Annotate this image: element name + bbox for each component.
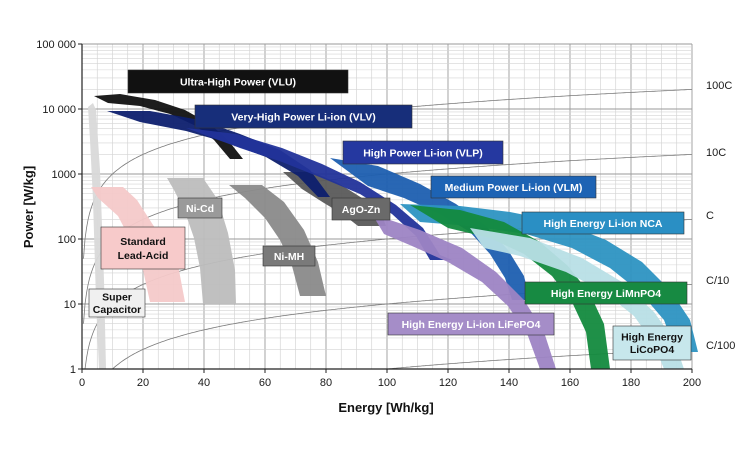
chemistry-label-text: High Energy Li-ion NCA xyxy=(544,218,663,230)
chemistry-label-text: High Energy Li-ion LiFePO4 xyxy=(402,319,541,331)
chemistry-label-text: Capacitor xyxy=(93,304,141,316)
x-tick-label: 0 xyxy=(79,377,85,389)
x-tick-label: 180 xyxy=(622,377,640,389)
y-tick-label: 10 000 xyxy=(42,104,76,116)
y-tick-label: 1000 xyxy=(52,169,76,181)
x-tick-label: 120 xyxy=(439,377,457,389)
chemistry-label-text: Medium Power Li-ion (VLM) xyxy=(445,182,583,194)
x-tick-label: 80 xyxy=(320,377,332,389)
c-rate-label: C/100 xyxy=(706,340,735,352)
chemistry-label: Ni-Cd xyxy=(178,198,222,218)
x-tick-label: 200 xyxy=(683,377,701,389)
chemistry-label-text: Ni-Cd xyxy=(186,203,214,215)
chemistry-label: Ni-MH xyxy=(263,246,315,266)
x-axis-title: Energy [Wh/kg] xyxy=(338,400,433,415)
chemistry-label-text: High Energy xyxy=(621,331,683,343)
chemistry-label-text: High Energy LiMnPO4 xyxy=(551,288,661,300)
x-tick-label: 100 xyxy=(378,377,396,389)
chemistry-label: AgO-Zn xyxy=(332,198,390,220)
c-rate-label: C xyxy=(706,210,714,222)
chemistry-label-text: LiCoPO4 xyxy=(630,344,674,356)
chemistry-label-text: Very-High Power Li-ion (VLV) xyxy=(231,111,375,123)
chemistry-label: Ultra-High Power (VLU) xyxy=(128,70,348,93)
chemistry-label: High Energy Li-ion NCA xyxy=(522,212,684,234)
y-tick-label: 100 000 xyxy=(36,39,76,51)
chemistry-label-text: High Power Li-ion (VLP) xyxy=(363,147,483,159)
chemistry-label: High Energy LiMnPO4 xyxy=(525,282,687,304)
chemistry-label-text: Lead-Acid xyxy=(118,250,169,262)
chemistry-label: Medium Power Li-ion (VLM) xyxy=(431,176,596,198)
c-rate-label: 100C xyxy=(706,80,732,92)
chemistry-label-text: Super xyxy=(102,291,132,303)
x-tick-label: 60 xyxy=(259,377,271,389)
x-tick-label: 160 xyxy=(561,377,579,389)
chemistry-label-text: Standard xyxy=(120,236,166,248)
chemistry-label: High Energy Li-ion LiFePO4 xyxy=(388,313,554,335)
y-tick-label: 100 xyxy=(58,234,76,246)
chemistry-label-text: Ni-MH xyxy=(274,251,304,263)
x-tick-label: 40 xyxy=(198,377,210,389)
x-tick-label: 140 xyxy=(500,377,518,389)
chemistry-label: Standard Lead-Acid xyxy=(101,227,185,269)
x-tick-label: 20 xyxy=(137,377,149,389)
chemistry-label: High Power Li-ion (VLP) xyxy=(343,141,503,164)
y-tick-label: 10 xyxy=(64,299,76,311)
c-rate-label: 10C xyxy=(706,147,726,159)
c-rate-label: C/10 xyxy=(706,275,729,287)
chemistry-label-text: AgO-Zn xyxy=(342,204,381,216)
chemistry-label: Very-High Power Li-ion (VLV) xyxy=(195,105,412,128)
chemistry-label-text: Ultra-High Power (VLU) xyxy=(180,76,296,88)
y-axis-title: Power [W/kg] xyxy=(21,166,36,248)
y-tick-label: 1 xyxy=(70,364,76,376)
